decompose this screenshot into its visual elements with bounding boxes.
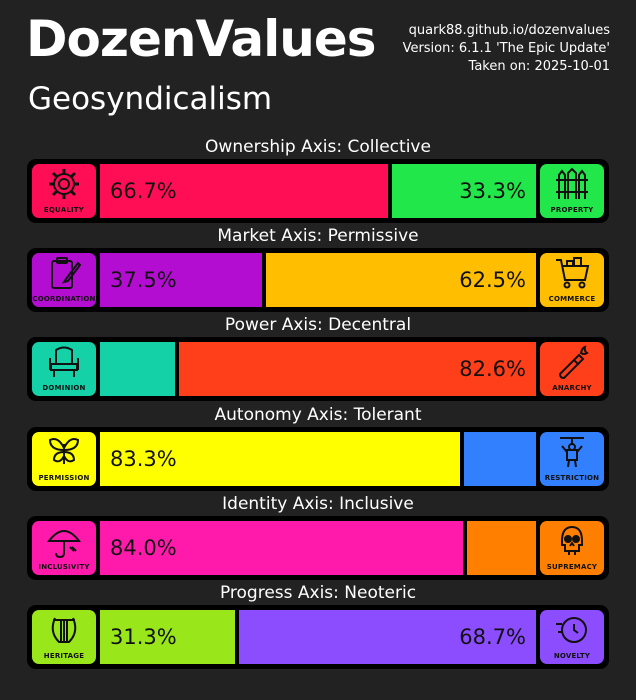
bar-segment-left	[100, 342, 175, 397]
bar-segment-right	[467, 520, 536, 575]
site-url[interactable]: quark88.github.io/dozenvalues	[408, 23, 610, 38]
axis-label: Power Axis: Decentral	[224, 315, 412, 336]
badge-caption: DOMINION	[42, 384, 86, 393]
axis-row: Power Axis: Decentral DOMINION ANARCHY 82.6…	[0, 315, 636, 404]
axis-bar: HERITAGE NOVELTY 31.3% 68.7%	[27, 605, 609, 669]
value-label: 62.5%	[459, 268, 526, 293]
shopping-cart-icon	[556, 257, 590, 289]
axis-row: Autonomy Axis: Tolerant PERMISSION RESTRIC…	[0, 405, 636, 494]
value-label: 68.7%	[459, 625, 526, 649]
axis-bar: INCLUSIVITY SUPREMACY 84.0%	[27, 515, 609, 580]
bar-segment-left: 31.3%	[100, 610, 235, 664]
badge-caption: PERMISSION	[38, 473, 90, 482]
bar-track: 82.6%	[100, 342, 536, 397]
axis-bar: EQUALITY PROPERTY 66.7% 33.3%	[27, 159, 609, 223]
puppet-icon	[560, 436, 584, 467]
badge-caption: EQUALITY	[43, 206, 85, 214]
axis-label: Progress Axis: Neoteric	[219, 583, 417, 603]
anarchy-badge: ANARCHY	[540, 342, 604, 397]
axis-label: Identity Axis: Inclusive	[222, 493, 414, 514]
axis-row: Market Axis: Permissive COORDINATION COMME…	[0, 226, 636, 315]
taken-date: Taken on: 2025-10-01	[468, 59, 610, 74]
badge-caption: INCLUSIVITY	[38, 562, 90, 571]
axis-bar: PERMISSION RESTRICTION 83.3%	[27, 426, 609, 491]
bar-segment-left: 37.5%	[100, 253, 262, 308]
clipboard-icon	[51, 257, 82, 290]
heritage-badge: HERITAGE	[32, 610, 96, 664]
badge-caption: COMMERCE	[548, 295, 596, 304]
value-label: 66.7%	[110, 179, 177, 203]
butterfly-icon	[48, 437, 80, 464]
property-badge: PROPERTY	[540, 164, 604, 218]
badge-caption: SUPREMACY	[546, 562, 598, 571]
meta-info: quark88.github.io/dozenvalues Version: 6…	[403, 22, 610, 76]
commerce-badge: COMMERCE	[540, 253, 604, 308]
bar-segment-right: 82.6%	[179, 342, 536, 397]
version-text: Version: 6.1.1 'The Epic Update'	[402, 41, 610, 56]
bar-segment-left: 83.3%	[100, 431, 460, 486]
badge-caption: NOVELTY	[553, 652, 591, 660]
lyre-icon	[51, 617, 77, 643]
fence-icon	[556, 167, 588, 199]
value-label: 31.3%	[110, 625, 177, 649]
badge-caption: COORDINATION	[32, 295, 96, 304]
throne-icon	[49, 346, 79, 378]
value-label: 33.3%	[459, 179, 526, 203]
bar-segment-left: 66.7%	[100, 164, 388, 218]
equality-badge: EQUALITY	[32, 164, 96, 218]
app-title: DozenValues	[26, 10, 377, 68]
dominion-badge: DOMINION	[32, 342, 96, 397]
bar-segment-left: 84.0%	[100, 520, 463, 575]
gear-icon	[49, 169, 79, 199]
bar-segment-right: 33.3%	[392, 164, 536, 218]
restriction-badge: RESTRICTION	[540, 431, 604, 486]
bar-track: 83.3%	[100, 431, 536, 486]
inclusivity-badge: INCLUSIVITY	[32, 520, 96, 575]
axis-row: Ownership Axis: Collective EQUALITY PROPER…	[0, 137, 636, 226]
clock-icon	[556, 617, 587, 643]
axis-row: Progress Axis: Neoteric HERITAGE NOVELTY 31…	[0, 583, 636, 672]
umbrella-icon	[46, 529, 82, 558]
novelty-badge: NOVELTY	[540, 610, 604, 664]
bar-segment-right: 68.7%	[239, 610, 536, 664]
value-label: 83.3%	[110, 446, 177, 471]
value-label: 82.6%	[459, 357, 526, 382]
coordination-badge: COORDINATION	[32, 253, 96, 308]
bar-segment-right: 62.5%	[266, 253, 536, 308]
axis-row: Identity Axis: Inclusive INCLUSIVITY SUPRE…	[0, 494, 636, 583]
badge-caption: ANARCHY	[552, 384, 592, 393]
bar-track: 37.5% 62.5%	[100, 253, 536, 308]
bar-segment-right	[464, 431, 536, 486]
axis-bar: DOMINION ANARCHY 82.6%	[27, 337, 609, 402]
value-label: 84.0%	[110, 535, 177, 560]
badge-caption: RESTRICTION	[544, 473, 600, 482]
ideology-name: Geosyndicalism	[28, 81, 273, 117]
badge-caption: HERITAGE	[43, 652, 85, 660]
bar-track: 66.7% 33.3%	[100, 164, 536, 218]
axis-label: Market Axis: Permissive	[217, 226, 419, 247]
axis-label: Autonomy Axis: Tolerant	[214, 404, 422, 425]
axis-bar: COORDINATION COMMERCE 37.5% 62.5%	[27, 248, 609, 313]
supremacy-badge: SUPREMACY	[540, 520, 604, 575]
permission-badge: PERMISSION	[32, 431, 96, 486]
molotov-icon	[558, 345, 589, 380]
bar-track: 31.3% 68.7%	[100, 610, 536, 664]
skull-icon	[561, 525, 583, 555]
axis-label: Ownership Axis: Collective	[205, 137, 431, 157]
bar-track: 84.0%	[100, 520, 536, 575]
value-label: 37.5%	[110, 268, 177, 293]
badge-caption: PROPERTY	[550, 206, 594, 214]
